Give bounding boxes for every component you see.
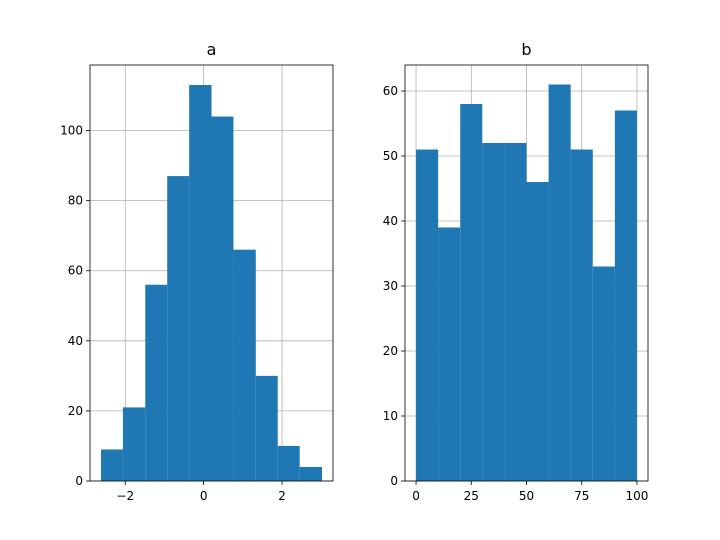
histogram-bar xyxy=(233,249,256,481)
y-tick-label: 40 xyxy=(68,334,83,348)
y-tick-label: 10 xyxy=(383,409,398,423)
bars-group xyxy=(100,84,323,482)
panel-title: b xyxy=(521,40,531,59)
bars-group xyxy=(416,84,637,481)
histogram-bar xyxy=(277,445,300,481)
axis-ticks: 0 25 50 75 100 0 10 20 30 40 50 60 xyxy=(383,84,649,503)
y-tick-label: 100 xyxy=(60,124,83,138)
y-tick-label: 60 xyxy=(383,84,398,98)
y-tick-label: 60 xyxy=(68,264,83,278)
axes-frame xyxy=(89,64,334,482)
histogram-panel-b: b 0 25 50 75 100 0 10 20 30 40 50 60 xyxy=(383,40,649,503)
histogram-bar xyxy=(211,116,234,481)
histogram-bar xyxy=(167,176,190,482)
x-tick-label: 100 xyxy=(626,489,649,503)
histogram-bar xyxy=(416,149,439,481)
x-tick-label: 0 xyxy=(200,489,208,503)
histogram-bar xyxy=(460,104,483,481)
y-tick-label: 20 xyxy=(68,404,83,418)
histogram-bar xyxy=(548,84,571,481)
x-tick-label: 75 xyxy=(574,489,589,503)
y-tick-label: 30 xyxy=(383,279,398,293)
x-tick-label: 50 xyxy=(519,489,534,503)
histogram-bar xyxy=(614,110,637,481)
histogram-bar xyxy=(592,266,615,481)
y-tick-label: 40 xyxy=(383,214,398,228)
y-tick-label: 0 xyxy=(75,474,83,488)
x-tick-label: −2 xyxy=(116,489,134,503)
x-tick-label: 2 xyxy=(278,489,286,503)
histogram-bar xyxy=(122,407,146,481)
histogram-bar xyxy=(255,375,278,481)
x-tick-label: 25 xyxy=(464,489,479,503)
histogram-bar xyxy=(438,227,461,481)
histogram-bar xyxy=(100,449,123,481)
histogram-bar xyxy=(482,143,505,481)
y-tick-label: 50 xyxy=(383,149,398,163)
histogram-bar xyxy=(299,466,323,481)
y-tick-label: 80 xyxy=(68,194,83,208)
histogram-bar xyxy=(570,149,593,481)
histogram-bar xyxy=(504,143,527,481)
panel-title: a xyxy=(207,40,217,59)
histogram-bar xyxy=(145,284,168,481)
y-tick-label: 0 xyxy=(390,474,398,488)
histogram-bar xyxy=(189,84,212,481)
y-tick-label: 20 xyxy=(383,344,398,358)
x-tick-label: 0 xyxy=(412,489,420,503)
histogram-bar xyxy=(526,182,549,481)
